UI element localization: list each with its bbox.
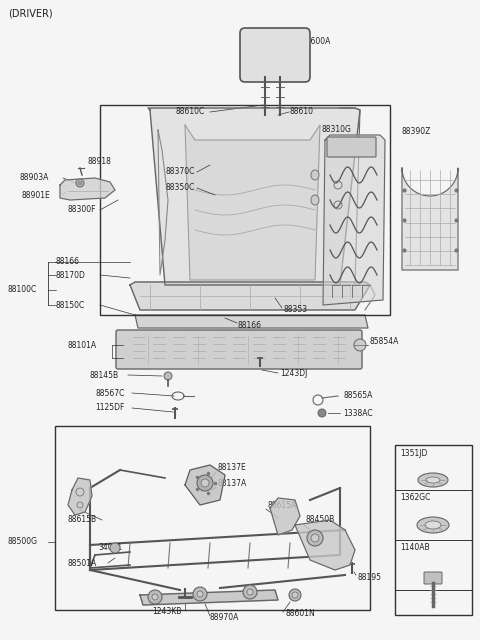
Circle shape — [311, 534, 319, 542]
Text: 88615A: 88615A — [268, 500, 297, 509]
Text: 88918: 88918 — [88, 157, 112, 166]
Ellipse shape — [426, 477, 440, 483]
Circle shape — [76, 179, 84, 187]
Circle shape — [193, 587, 207, 601]
Text: 88567C: 88567C — [95, 388, 124, 397]
Text: 88610: 88610 — [290, 108, 314, 116]
Text: 1125DF: 1125DF — [95, 403, 124, 413]
Ellipse shape — [311, 170, 319, 180]
Polygon shape — [270, 498, 300, 535]
FancyBboxPatch shape — [116, 330, 362, 369]
Polygon shape — [60, 178, 115, 200]
FancyBboxPatch shape — [424, 572, 442, 584]
Text: 88601N: 88601N — [285, 609, 315, 618]
Ellipse shape — [417, 517, 449, 533]
Text: 1351JD: 1351JD — [400, 449, 427, 458]
Circle shape — [243, 585, 257, 599]
Polygon shape — [295, 520, 355, 570]
Text: 88137A: 88137A — [218, 479, 247, 488]
Circle shape — [78, 181, 82, 185]
Circle shape — [354, 339, 366, 351]
Text: 88370C: 88370C — [165, 168, 194, 177]
Text: 1338AC: 1338AC — [343, 408, 372, 417]
Text: 88137E: 88137E — [218, 463, 247, 472]
Text: 88903A: 88903A — [20, 173, 49, 182]
Circle shape — [197, 591, 203, 597]
Circle shape — [201, 479, 209, 487]
Circle shape — [110, 543, 120, 553]
Text: 88970A: 88970A — [210, 614, 240, 623]
Circle shape — [152, 594, 158, 600]
Text: 88166: 88166 — [55, 257, 79, 266]
Text: 88565A: 88565A — [343, 392, 372, 401]
Text: 88501A: 88501A — [68, 559, 97, 568]
Polygon shape — [323, 135, 385, 305]
Text: 34021: 34021 — [98, 543, 122, 552]
Polygon shape — [140, 590, 278, 605]
Circle shape — [148, 590, 162, 604]
Polygon shape — [402, 168, 458, 270]
Circle shape — [197, 475, 213, 491]
Polygon shape — [148, 108, 360, 285]
Text: 88101A: 88101A — [68, 340, 97, 349]
Polygon shape — [130, 282, 370, 310]
FancyBboxPatch shape — [240, 28, 310, 82]
Bar — [395, 445, 472, 615]
Text: 88100C: 88100C — [8, 285, 37, 294]
Text: 85854A: 85854A — [370, 337, 399, 346]
Bar — [55, 426, 370, 610]
FancyBboxPatch shape — [327, 137, 376, 157]
Polygon shape — [185, 465, 225, 505]
Text: 88310G: 88310G — [322, 125, 352, 134]
Text: 88353: 88353 — [283, 305, 307, 314]
Text: 1243DJ: 1243DJ — [280, 369, 307, 378]
Text: 88350C: 88350C — [165, 184, 194, 193]
Text: 88901E: 88901E — [22, 191, 51, 200]
Text: 88450B: 88450B — [305, 515, 334, 525]
Text: 1140AB: 1140AB — [400, 543, 430, 552]
Text: 88166: 88166 — [238, 321, 262, 330]
Text: 88300F: 88300F — [68, 205, 96, 214]
Polygon shape — [135, 315, 368, 328]
Text: 88610C: 88610C — [175, 108, 204, 116]
Ellipse shape — [425, 521, 441, 529]
Text: 1362GC: 1362GC — [400, 493, 431, 502]
Text: 88150C: 88150C — [55, 301, 84, 310]
Circle shape — [318, 409, 326, 417]
Text: 88170D: 88170D — [55, 271, 85, 280]
Circle shape — [164, 372, 172, 380]
Circle shape — [307, 530, 323, 546]
Ellipse shape — [311, 195, 319, 205]
Circle shape — [247, 589, 253, 595]
Bar — [100, 105, 390, 315]
Text: 1243KB: 1243KB — [152, 607, 181, 616]
Polygon shape — [185, 125, 320, 280]
Text: 88195: 88195 — [358, 573, 382, 582]
Ellipse shape — [418, 473, 448, 487]
Circle shape — [292, 592, 298, 598]
Polygon shape — [68, 478, 92, 515]
Text: (DRIVER): (DRIVER) — [8, 9, 53, 19]
Text: 88390Z: 88390Z — [402, 127, 432, 136]
Text: 88145B: 88145B — [90, 371, 119, 380]
Circle shape — [289, 589, 301, 601]
Text: 88600A: 88600A — [302, 38, 331, 47]
Text: 88615B: 88615B — [68, 515, 97, 525]
Text: 88500G: 88500G — [8, 538, 38, 547]
